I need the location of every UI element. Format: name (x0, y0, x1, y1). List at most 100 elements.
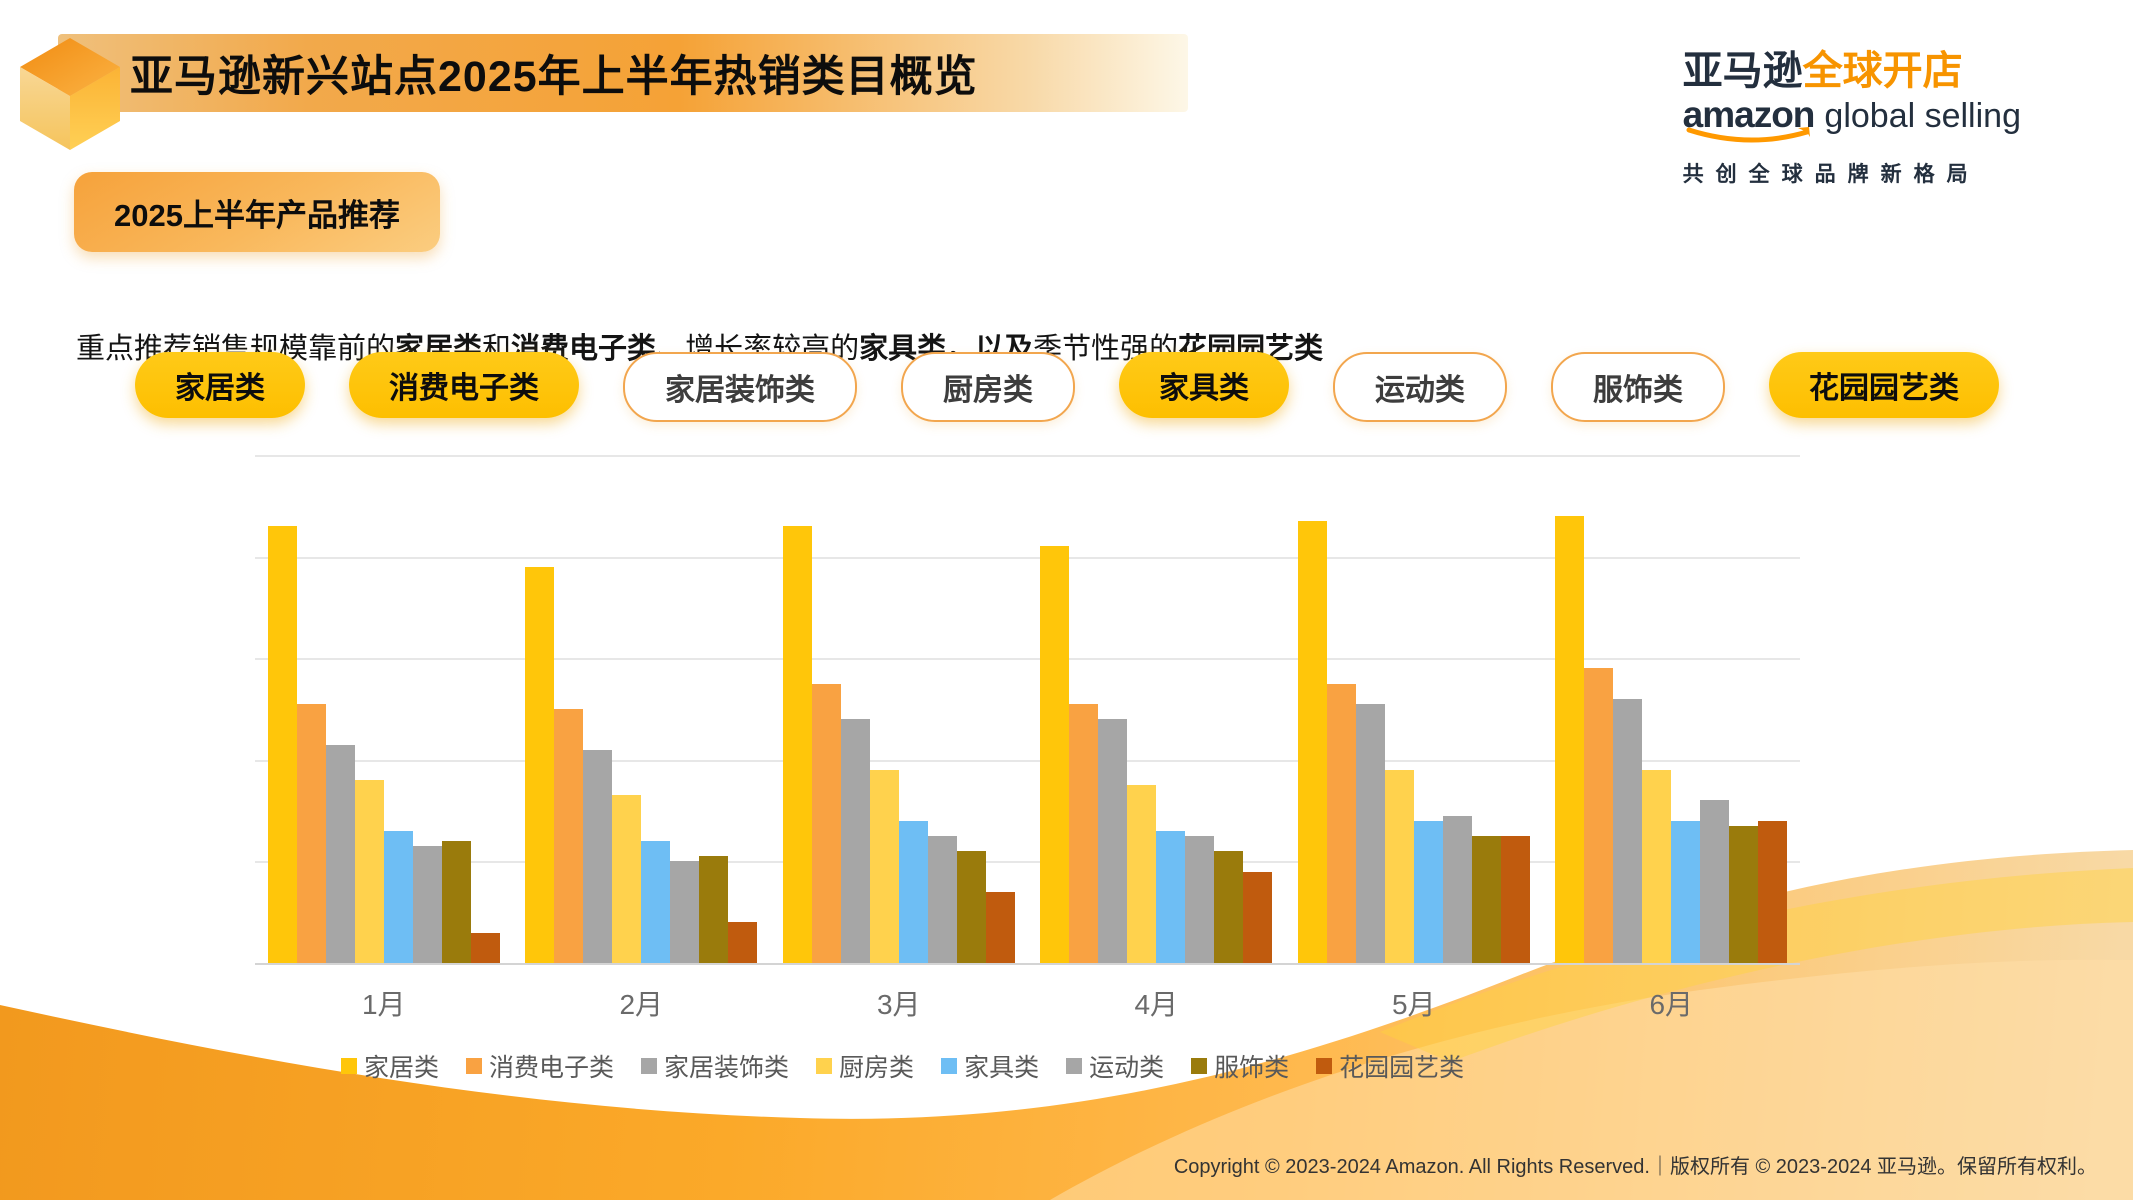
bar-服饰类-2月 (699, 856, 729, 963)
bar-服饰类-3月 (956, 851, 986, 963)
title-banner: 亚马逊新兴站点2025年上半年热销类目概览 (58, 34, 1188, 112)
bar-厨房类-1月 (354, 780, 384, 963)
x-axis-label-1: 2月 (619, 989, 664, 1020)
bar-家具类-1月 (383, 831, 413, 963)
chart-gridline (255, 455, 1800, 457)
amazon-logo-en-row: amazon global selling (1682, 94, 2021, 143)
legend-label: 花园园艺类 (1339, 1054, 1465, 1082)
bar-厨房类-6月 (1642, 770, 1672, 963)
bar-家具类-3月 (898, 821, 928, 963)
x-axis-label-5: 6月 (1649, 989, 1694, 1020)
category-pill-2[interactable]: 家居装饰类 (623, 352, 857, 422)
bar-服饰类-5月 (1471, 836, 1501, 963)
bar-消费电子类-4月 (1069, 704, 1099, 963)
bar-服饰类-1月 (441, 841, 471, 963)
bar-厨房类-4月 (1127, 785, 1157, 963)
global-selling-text: global selling (1824, 97, 2021, 135)
cube-right-face (70, 67, 120, 150)
x-axis-label-3: 4月 (1134, 989, 1179, 1020)
x-axis-label-4: 5月 (1391, 989, 1436, 1020)
chart-gridline (255, 557, 1800, 559)
bar-运动类-3月 (927, 836, 957, 963)
legend-label: 厨房类 (839, 1054, 915, 1082)
legend-item-家具类: 家具类 (941, 1048, 1039, 1084)
chart-legend: 家居类 消费电子类 家居装饰类 厨房类 家具类 运动类 服饰类 花园园艺类 (255, 1048, 1941, 1084)
bar-家居类-1月 (267, 526, 297, 963)
amazon-logo-cn-orange: 全球开店 (1802, 49, 1963, 93)
legend-item-家居类: 家居类 (341, 1048, 439, 1084)
chart-baseline (255, 963, 1800, 965)
legend-item-家居装饰类: 家居装饰类 (641, 1048, 789, 1084)
bar-家居类-5月 (1297, 521, 1327, 963)
bar-group-2月 (513, 455, 771, 963)
cube-left-face (20, 67, 70, 150)
bar-家居装饰类-3月 (840, 719, 870, 963)
bar-花园园艺类-3月 (985, 892, 1015, 963)
bar-家具类-2月 (641, 841, 671, 963)
page-title: 亚马逊新兴站点2025年上半年热销类目概览 (130, 53, 978, 101)
bar-group-1月 (255, 455, 513, 963)
amazon-logo-cn-dark: 亚马逊 (1682, 49, 1803, 93)
bar-花园园艺类-4月 (1243, 872, 1273, 963)
bar-家居装饰类-4月 (1098, 719, 1128, 963)
category-pill-0[interactable]: 家居类 (135, 352, 305, 418)
bar-家居装饰类-1月 (325, 745, 355, 963)
category-pill-4[interactable]: 家具类 (1119, 352, 1289, 418)
legend-item-运动类: 运动类 (1066, 1048, 1164, 1084)
legend-item-花园园艺类: 花园园艺类 (1316, 1048, 1464, 1084)
bar-消费电子类-6月 (1584, 668, 1614, 963)
bar-group-4月 (1028, 455, 1286, 963)
chart-x-axis-labels: 1月 2月 3月 4月 5月 6月 (255, 983, 1800, 1023)
chart-gridline (255, 658, 1800, 660)
chart-bar-groups (255, 455, 1800, 963)
bar-运动类-6月 (1700, 800, 1730, 963)
legend-swatch-icon (466, 1058, 483, 1074)
legend-swatch-icon (341, 1058, 357, 1074)
logo-tagline: 共创全球品牌新格局 (1682, 163, 1980, 186)
bar-家具类-5月 (1413, 821, 1443, 963)
legend-label: 消费电子类 (489, 1054, 615, 1082)
legend-swatch-icon (1066, 1058, 1083, 1074)
cube-logo-icon (20, 38, 120, 150)
x-axis-label-0: 1月 (361, 989, 406, 1020)
bar-厨房类-3月 (869, 770, 899, 963)
legend-swatch-icon (1191, 1058, 1208, 1074)
legend-swatch-icon (1316, 1058, 1333, 1074)
bar-花园园艺类-5月 (1500, 836, 1530, 963)
bar-运动类-5月 (1442, 816, 1472, 963)
bar-消费电子类-5月 (1326, 684, 1356, 963)
category-pill-7[interactable]: 花园园艺类 (1769, 352, 1999, 418)
category-pill-5[interactable]: 运动类 (1333, 352, 1507, 422)
legend-label: 服饰类 (1214, 1054, 1290, 1082)
amazon-wordmark: amazon (1682, 94, 1816, 143)
bar-家具类-4月 (1156, 831, 1186, 963)
bar-花园园艺类-6月 (1758, 821, 1788, 963)
bar-消费电子类-1月 (296, 704, 326, 963)
bar-家居装饰类-5月 (1355, 704, 1385, 963)
copyright-footer: Copyright © 2023-2024 Amazon. All Rights… (1173, 1156, 2097, 1178)
section-badge: 2025上半年产品推荐 (74, 172, 440, 252)
bar-家居装饰类-2月 (583, 750, 613, 963)
bar-家居装饰类-6月 (1613, 699, 1643, 963)
legend-swatch-icon (941, 1058, 958, 1074)
category-pill-1[interactable]: 消费电子类 (349, 352, 579, 418)
bar-家居类-2月 (525, 567, 555, 963)
legend-swatch-icon (816, 1058, 833, 1074)
bar-group-6月 (1543, 455, 1801, 963)
bar-运动类-2月 (670, 861, 700, 963)
legend-label: 运动类 (1089, 1054, 1165, 1082)
legend-label: 家居装饰类 (664, 1054, 790, 1082)
category-pills: 家居类 消费电子类 家居装饰类 厨房类 家具类 运动类 服饰类 花园园艺类 (135, 352, 1999, 422)
amazon-wordmark-text: amazon (1682, 94, 1816, 135)
bar-group-3月 (770, 455, 1028, 963)
category-pill-3[interactable]: 厨房类 (901, 352, 1075, 422)
section-badge-label: 2025上半年产品推荐 (114, 197, 400, 233)
bar-消费电子类-3月 (811, 684, 841, 963)
bar-服饰类-4月 (1214, 851, 1244, 963)
bar-chart-plot (255, 455, 1800, 965)
legend-item-消费电子类: 消费电子类 (466, 1048, 614, 1084)
category-pill-6[interactable]: 服饰类 (1551, 352, 1725, 422)
bar-厨房类-5月 (1384, 770, 1414, 963)
x-axis-label-2: 3月 (876, 989, 921, 1020)
bar-运动类-4月 (1185, 836, 1215, 963)
